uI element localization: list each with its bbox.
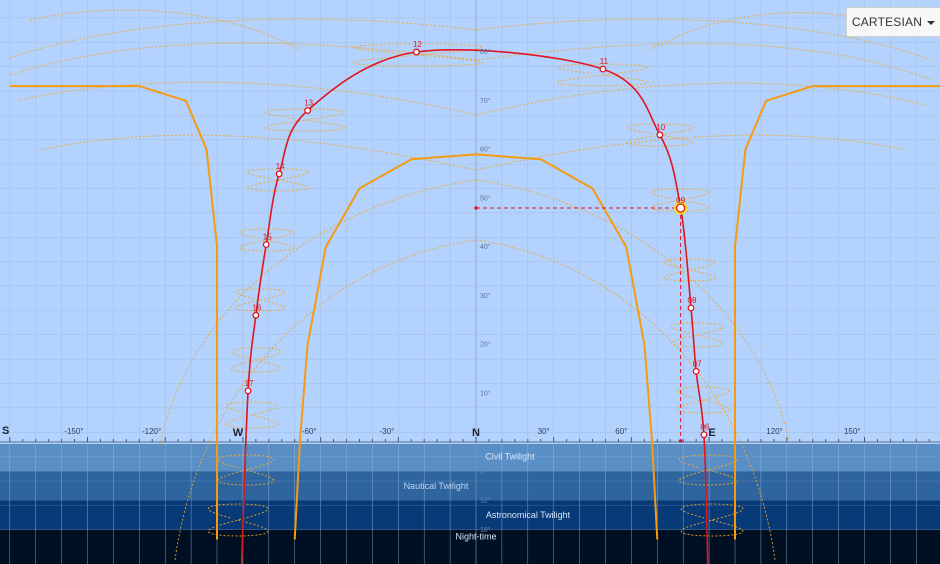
hour-point (244, 387, 252, 395)
hour-label: 06 (700, 423, 709, 432)
hour-point (656, 131, 664, 139)
hour-point (675, 203, 686, 213)
hour-point (252, 311, 260, 319)
analemma-loop (352, 43, 485, 67)
hour-point (412, 48, 420, 56)
hour-point (262, 241, 270, 249)
envelope-summer-east (734, 85, 940, 540)
band-night-time (0, 529, 940, 564)
x-tick-label: 120° (766, 427, 783, 436)
hour-point (692, 367, 700, 375)
hour-label: 11 (600, 57, 609, 66)
band-label: Astronomical Twilight (486, 510, 571, 520)
envelope-summer (9, 85, 218, 540)
x-tick-label: 30° (538, 427, 550, 436)
season-arc (39, 134, 906, 171)
band-label: Civil Twilight (485, 452, 535, 462)
hour-label: 10 (656, 123, 665, 132)
analemma-curves (9, 9, 933, 561)
band-nautical-twilight (0, 471, 940, 501)
y-tick-label: 60° (480, 146, 491, 154)
season-arc (9, 42, 933, 81)
band-astronomical-twilight (0, 500, 940, 530)
band-civil-twilight (0, 444, 940, 472)
view-mode-dropdown[interactable]: CARTESIAN (846, 7, 940, 37)
y-tick-label: 10° (480, 389, 491, 397)
y-tick-label: 80° (480, 48, 491, 56)
envelope-winter (293, 153, 659, 540)
view-mode-label: CARTESIAN (851, 15, 923, 29)
chevron-down-icon (927, 21, 936, 25)
hour-point (304, 107, 312, 114)
analemma-loop (557, 63, 649, 87)
band-label: Night-time (455, 532, 496, 542)
hour-label: 08 (688, 296, 697, 305)
analemma-loop (663, 258, 717, 282)
hour-label: 13 (304, 99, 313, 108)
y-tick-label: 6° (480, 467, 487, 475)
azimuth-marker (678, 439, 683, 443)
hour-label: 15 (263, 233, 272, 242)
analemma-loop (225, 401, 279, 429)
analemma-loop (680, 503, 744, 537)
altitude-marker (474, 206, 478, 210)
hour-label: 16 (252, 303, 261, 312)
analemma-loop (238, 228, 294, 252)
analemma-loop (246, 168, 310, 192)
sun-path (240, 48, 709, 564)
x-tick-label: W (233, 427, 244, 439)
x-tick-label: -150° (64, 427, 83, 436)
season-arc (19, 81, 926, 116)
x-tick-label: E (708, 427, 715, 439)
x-tick-label: -60° (302, 427, 317, 436)
season-arc (29, 9, 301, 51)
x-tick-label: 150° (844, 427, 861, 436)
solar-envelopes (9, 85, 940, 540)
analemma-loop (676, 386, 730, 414)
season-arc (9, 18, 933, 61)
y-tick-label: 70° (480, 97, 491, 105)
x-tick-label: -120° (142, 427, 161, 436)
y-tick-label: 30° (480, 292, 491, 300)
y-tick-label: 50° (480, 194, 491, 202)
band-label: Nautical Twilight (404, 481, 469, 491)
x-tick-label: N (472, 427, 480, 439)
hour-label: 17 (245, 379, 254, 388)
y-tick-label: 40° (480, 243, 491, 251)
analemma-loop (650, 188, 710, 212)
x-tick-label: S (2, 425, 9, 437)
x-tick-label: 60° (615, 427, 627, 436)
y-tick-label: 18° (480, 526, 491, 534)
analemma-loop (234, 288, 286, 312)
hour-label: 12 (413, 40, 422, 49)
hour-label: 07 (693, 359, 702, 368)
x-tick-label: -30° (380, 427, 395, 436)
analemma-loop (230, 347, 282, 373)
hour-label: 09 (676, 196, 685, 205)
y-tick-label: 12° (480, 497, 491, 505)
season-arc (159, 179, 791, 446)
analemma-loop (678, 454, 738, 486)
hour-point (700, 431, 708, 439)
hour-point (599, 65, 607, 73)
hour-point (275, 170, 283, 178)
hour-point (687, 304, 695, 312)
chart-labels: S -150° -120° W -60° -30° N 30° 60° E 120° 150° 80° 7… (2, 40, 861, 542)
hour-label: 14 (276, 162, 285, 171)
y-tick-label: 20° (480, 341, 491, 349)
analemma-loop (264, 108, 346, 132)
